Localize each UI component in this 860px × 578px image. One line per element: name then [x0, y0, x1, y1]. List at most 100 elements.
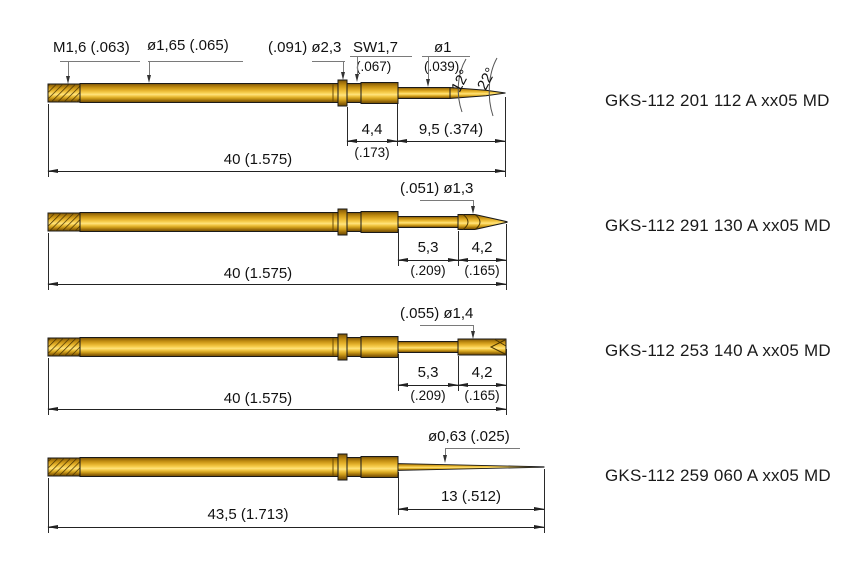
plunger: [397, 87, 451, 99]
extension-line: [544, 469, 545, 533]
extension-line: [48, 104, 49, 177]
leader-arrow: [66, 61, 70, 84]
dimension-line-tip-length: [397, 507, 545, 511]
flange: [337, 333, 348, 361]
dim-hex-length-inch: (.173): [354, 145, 390, 160]
collar: [346, 337, 362, 357]
label-thread-size: M1,6 (.063): [53, 39, 130, 56]
extension-line: [347, 107, 348, 146]
dim-plunger-length: 9,5 (.374): [418, 121, 484, 138]
plunger: [397, 341, 459, 353]
leader-arrow: [443, 448, 447, 463]
part-number: GKS-112 259 060 A xx05 MD: [605, 466, 831, 485]
label-plunger-diameter-inch: (.039): [424, 59, 460, 74]
dimension-line-tip-length: [457, 258, 507, 262]
dimension-line-tip-length: [457, 383, 507, 387]
dimension-line-total-length: [47, 407, 507, 411]
extension-line: [48, 358, 49, 415]
dim-tip-length: 4,2: [471, 364, 493, 381]
extension-line: [398, 472, 399, 515]
leader-line: [420, 325, 474, 326]
label-hex-width-inch: (.067): [356, 59, 392, 74]
leader-arrow: [471, 325, 475, 339]
angle-leader-1: [457, 58, 467, 113]
dim-total-length: 43,5 (1.713): [207, 506, 289, 523]
dimension-line-total-length: [47, 525, 545, 529]
leader-arrow: [426, 56, 430, 87]
dimension-line-plunger-length: [397, 258, 459, 262]
probe-2-drawing: [47, 208, 508, 236]
label-plunger-diameter: ø1: [434, 39, 452, 56]
label-hex-width: SW1,7: [353, 39, 399, 56]
probe-4-drawing: [47, 453, 545, 481]
dim-tip-length-inch: (.165): [464, 388, 500, 403]
probe-3-drawing: [47, 333, 507, 361]
extension-line: [48, 233, 49, 290]
leader-line: [422, 56, 470, 57]
dim-tip-length: 4,2: [471, 239, 493, 256]
leader-arrow: [355, 56, 359, 82]
dim-plunger-length: 5,3: [417, 364, 439, 381]
dim-plunger-length-inch: (.209): [410, 388, 446, 403]
extension-line: [458, 231, 459, 266]
collar: [346, 83, 362, 103]
label-barrel-diameter: ø1,65 (.065): [147, 37, 229, 54]
flange: [337, 208, 348, 236]
cone-tip: [449, 86, 506, 100]
collar: [346, 457, 362, 477]
needle-tip: [397, 463, 545, 471]
extension-line: [506, 224, 507, 290]
barrel: [79, 337, 339, 357]
leader-arrow: [341, 61, 345, 80]
leader-line: [312, 61, 345, 62]
dimension-line-plunger-length: [397, 383, 459, 387]
extension-line: [458, 356, 459, 391]
part-number: GKS-112 201 112 A xx05 MD: [605, 91, 830, 110]
dim-total-length: 40 (1.575): [223, 151, 293, 168]
cup-tip: [457, 338, 507, 356]
barrel: [79, 457, 339, 477]
dim-plunger-length: 5,3: [417, 239, 439, 256]
dim-total-length: 40 (1.575): [223, 265, 293, 282]
part-number: GKS-112 291 130 A xx05 MD: [605, 216, 831, 235]
dimension-line-total-length: [47, 282, 507, 286]
hex: [360, 82, 399, 104]
flange: [337, 79, 348, 107]
hex: [360, 336, 399, 358]
leader-line: [350, 56, 412, 57]
label-tip-diameter: (.055) ø1,4: [400, 305, 474, 322]
label-tip-diameter: ø0,63 (.025): [428, 428, 510, 445]
label-flange-diameter: (.091) ø2,3: [268, 39, 342, 56]
probe-1-drawing: [47, 57, 506, 117]
flange: [337, 453, 348, 481]
collar: [346, 212, 362, 232]
dim-plunger-length-inch: (.209): [410, 263, 446, 278]
barrel: [79, 212, 339, 232]
hex: [360, 456, 399, 478]
extension-line: [397, 104, 398, 146]
extension-line: [506, 349, 507, 415]
leader-line: [420, 200, 474, 201]
extension-line: [48, 478, 49, 533]
leader-arrow: [147, 61, 151, 83]
hex: [360, 211, 399, 233]
angle-leader-2: [488, 57, 498, 117]
dim-hex-length: 4,4: [361, 121, 383, 138]
dimension-line-total-length: [47, 169, 506, 173]
dim-total-length: 40 (1.575): [223, 390, 293, 407]
label-tip-diameter: (.051) ø1,3: [400, 180, 474, 197]
dimension-line-plunger-length: [396, 139, 506, 143]
extension-line: [398, 229, 399, 266]
leader-line: [60, 61, 140, 62]
extension-line: [505, 97, 506, 177]
dimension-line-hex-length: [346, 139, 398, 143]
barrel: [79, 83, 339, 103]
extension-line: [398, 354, 399, 391]
leader-line: [148, 61, 243, 62]
dim-tip-length: 13 (.512): [440, 488, 502, 505]
dim-tip-length-inch: (.165): [464, 263, 500, 278]
leader-line: [445, 448, 520, 449]
leader-arrow: [471, 200, 475, 214]
